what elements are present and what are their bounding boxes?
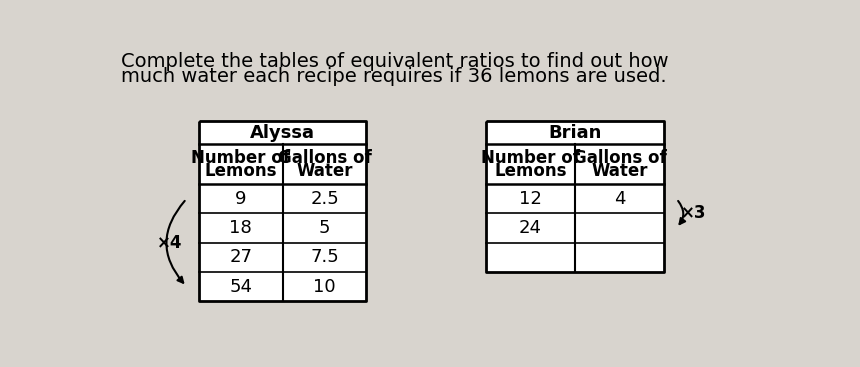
Text: 2.5: 2.5 <box>310 190 339 208</box>
Text: Brian: Brian <box>548 124 601 142</box>
Bar <box>486 121 664 272</box>
Text: 12: 12 <box>519 190 542 208</box>
Text: Alyssa: Alyssa <box>250 124 315 142</box>
Text: Water: Water <box>591 162 648 180</box>
Text: 54: 54 <box>230 277 252 295</box>
Text: much water each recipe requires if 36 lemons are used.: much water each recipe requires if 36 le… <box>121 67 667 86</box>
Text: 18: 18 <box>230 219 252 237</box>
Text: 24: 24 <box>519 219 542 237</box>
Text: Lemons: Lemons <box>205 162 277 180</box>
Bar <box>199 121 366 301</box>
Text: Number of: Number of <box>191 149 291 167</box>
Text: Complete the tables of equivalent ratios to find out how: Complete the tables of equivalent ratios… <box>121 52 669 71</box>
Text: ×3: ×3 <box>680 204 706 222</box>
Text: ×4: ×4 <box>157 234 182 252</box>
Text: Water: Water <box>296 162 353 180</box>
Text: Gallons of: Gallons of <box>278 149 372 167</box>
Text: 5: 5 <box>319 219 330 237</box>
Text: 10: 10 <box>313 277 335 295</box>
Text: 9: 9 <box>235 190 247 208</box>
Text: Gallons of: Gallons of <box>573 149 666 167</box>
Text: 7.5: 7.5 <box>310 248 339 266</box>
Text: Lemons: Lemons <box>494 162 567 180</box>
Text: 4: 4 <box>614 190 625 208</box>
Text: Number of: Number of <box>481 149 580 167</box>
Text: 27: 27 <box>230 248 252 266</box>
